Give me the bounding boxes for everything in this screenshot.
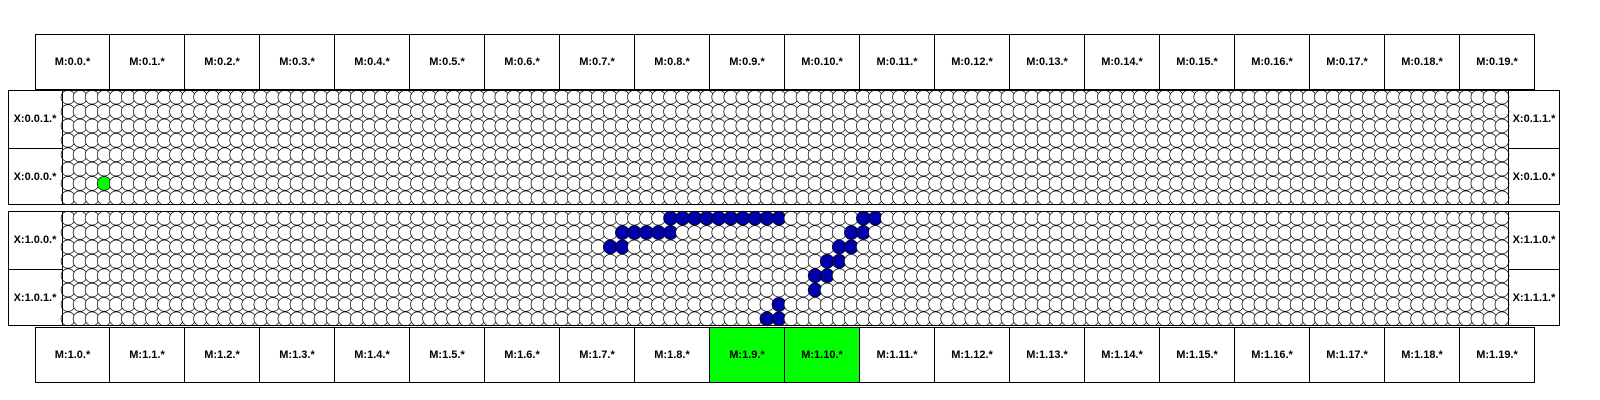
bottom_labels-cell: M:1.4.* <box>335 327 410 383</box>
top_labels-cell: M:0.9.* <box>710 34 785 90</box>
bottom_labels-cell: M:1.16.* <box>1235 327 1310 383</box>
bottom_labels-cell: M:1.10.* <box>785 327 860 383</box>
top_labels-cell: M:0.13.* <box>1010 34 1085 90</box>
right-label: X:0.1.0.* <box>1512 170 1556 183</box>
top_labels-cell: M:0.18.* <box>1385 34 1460 90</box>
bottom_labels-cell: M:1.13.* <box>1010 327 1085 383</box>
top_labels-cell: M:0.5.* <box>410 34 485 90</box>
top_labels-cell: M:0.14.* <box>1085 34 1160 90</box>
bottom_labels-cell: M:1.9.* <box>710 327 785 383</box>
bottom_labels-cell: M:1.15.* <box>1160 327 1235 383</box>
bottom_labels-cell: M:1.11.* <box>860 327 935 383</box>
top_labels-cell: M:0.7.* <box>560 34 635 90</box>
bottom_labels-cell: M:1.0.* <box>35 327 110 383</box>
top_labels-cell: M:0.0.* <box>35 34 110 90</box>
bottom_labels-cell: M:1.1.* <box>110 327 185 383</box>
block-frame <box>8 90 1560 205</box>
top_labels-cell: M:0.2.* <box>185 34 260 90</box>
top_labels-cell: M:0.17.* <box>1310 34 1385 90</box>
left-label: X:0.0.0.* <box>13 170 57 183</box>
top_labels-cell: M:0.19.* <box>1460 34 1535 90</box>
top_labels-cell: M:0.11.* <box>860 34 935 90</box>
right-label: X:1.1.0.* <box>1512 234 1556 246</box>
top_labels-cell: M:0.15.* <box>1160 34 1235 90</box>
top_labels-cell: M:0.16.* <box>1235 34 1310 90</box>
bottom_labels-cell: M:1.18.* <box>1385 327 1460 383</box>
bottom_labels-cell: M:1.17.* <box>1310 327 1385 383</box>
left-label: X:0.0.1.* <box>13 113 57 125</box>
bottom_labels-cell: M:1.2.* <box>185 327 260 383</box>
top_labels-cell: M:0.1.* <box>110 34 185 90</box>
bottom_labels-cell: M:1.5.* <box>410 327 485 383</box>
bottom_labels-cell: M:1.14.* <box>1085 327 1160 383</box>
left-label: X:1.0.0.* <box>13 234 57 246</box>
top_labels-cell: M:0.3.* <box>260 34 335 90</box>
top_labels-cell: M:0.12.* <box>935 34 1010 90</box>
divider <box>62 211 63 326</box>
left-label: X:1.0.1.* <box>13 291 57 304</box>
right-label: X:1.1.1.* <box>1512 291 1556 304</box>
top_labels-cell: M:0.6.* <box>485 34 560 90</box>
bottom_labels-cell: M:1.3.* <box>260 327 335 383</box>
right-label: X:0.1.1.* <box>1512 113 1556 125</box>
bottom_labels-cell: M:1.8.* <box>635 327 710 383</box>
bottom_labels-cell: M:1.7.* <box>560 327 635 383</box>
bottom_labels-cell: M:1.19.* <box>1460 327 1535 383</box>
top_labels-cell: M:0.8.* <box>635 34 710 90</box>
bottom_labels-cell: M:1.12.* <box>935 327 1010 383</box>
top_labels-cell: M:0.10.* <box>785 34 860 90</box>
bottom_labels-cell: M:1.6.* <box>485 327 560 383</box>
block-frame <box>8 211 1560 326</box>
top_labels-cell: M:0.4.* <box>335 34 410 90</box>
divider <box>62 90 63 205</box>
